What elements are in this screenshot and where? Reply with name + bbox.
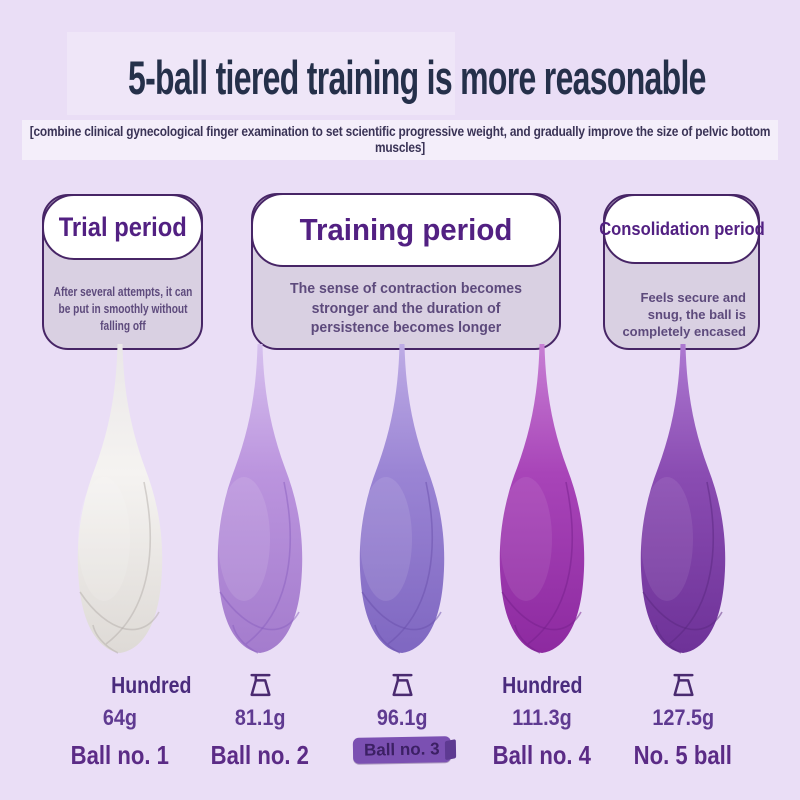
training-period-description: The sense of contraction becomes stronge… [290,280,522,336]
page-title: 5-ball tiered training is more reasonabl… [128,51,706,104]
ball-3-top-row [390,668,415,702]
ball-5-top-row [671,668,696,702]
training-period-header: Training period [251,193,561,267]
trial-period-title: Trial period [58,211,187,242]
ball-body [359,344,445,653]
ball-5-label: No. 5 ball [633,740,733,770]
consolidation-period-title: Consolidation period [598,218,765,239]
ball-4-top-label: Hundred [501,671,583,698]
ball-5-weight: 127.5g [652,705,714,730]
ball-2-weight: 81.1g [234,705,286,730]
training-period-title: Training period [299,212,513,247]
consolidation-period-card: Consolidation period Feels secure and sn… [599,194,764,350]
consolidation-period-description: Feels secure and snug, the ball is compl… [622,290,746,339]
ball-info-column-5: 127.5g No. 5 ball [603,668,763,771]
subtitle-text: [combine clinical gynecological finger e… [29,123,771,155]
weight-icon [672,673,694,697]
ball-info-column-3: 96.1g Ball no. 3 [322,668,482,764]
ball-info-column-1: Hundred 64g Ball no. 1 [40,668,200,771]
subtitle-band: [combine clinical gynecological finger e… [22,120,778,160]
ball-1-weight: 64g [102,705,138,730]
ball-2-label: Ball no. 2 [210,740,310,770]
weight-icon [391,673,413,697]
ball-body [217,344,303,653]
trial-period-header: Trial period [42,194,203,260]
title-highlight [67,32,455,115]
ball-info-column-4: Hundred 111.3g Ball no. 4 [462,668,622,771]
ball-3-badge: Ball no. 3 [352,736,452,764]
kegel-ball-4 [499,344,585,654]
kegel-ball-1 [77,344,163,654]
ball-body [499,344,585,653]
kegel-ball-2 [217,344,303,654]
consolidation-period-header: Consolidation period [599,194,764,264]
ball-body [640,344,726,653]
ball-4-label: Ball no. 4 [492,740,592,770]
ball-4-weight: 111.3g [512,705,572,730]
weight-icon [249,673,271,697]
ball-4-top-row: Hundred [495,668,590,702]
ball-3-weight: 96.1g [376,705,428,730]
trial-period-card: Trial period After several attempts, it … [42,194,203,350]
ball-2-top-row [248,668,273,702]
kegel-ball-5 [640,344,726,654]
ball-1-top-row: Hundred [73,668,191,702]
ball-1-label: Ball no. 1 [70,740,170,770]
ball-1-top-label: Hundred [110,671,192,698]
training-period-card: Training period The sense of contraction… [251,193,561,350]
ball-info-column-2: 81.1g Ball no. 2 [180,668,340,771]
trial-period-description: After several attempts, it can be put in… [53,284,192,333]
ball-body [77,344,163,653]
kegel-ball-3 [359,344,445,654]
